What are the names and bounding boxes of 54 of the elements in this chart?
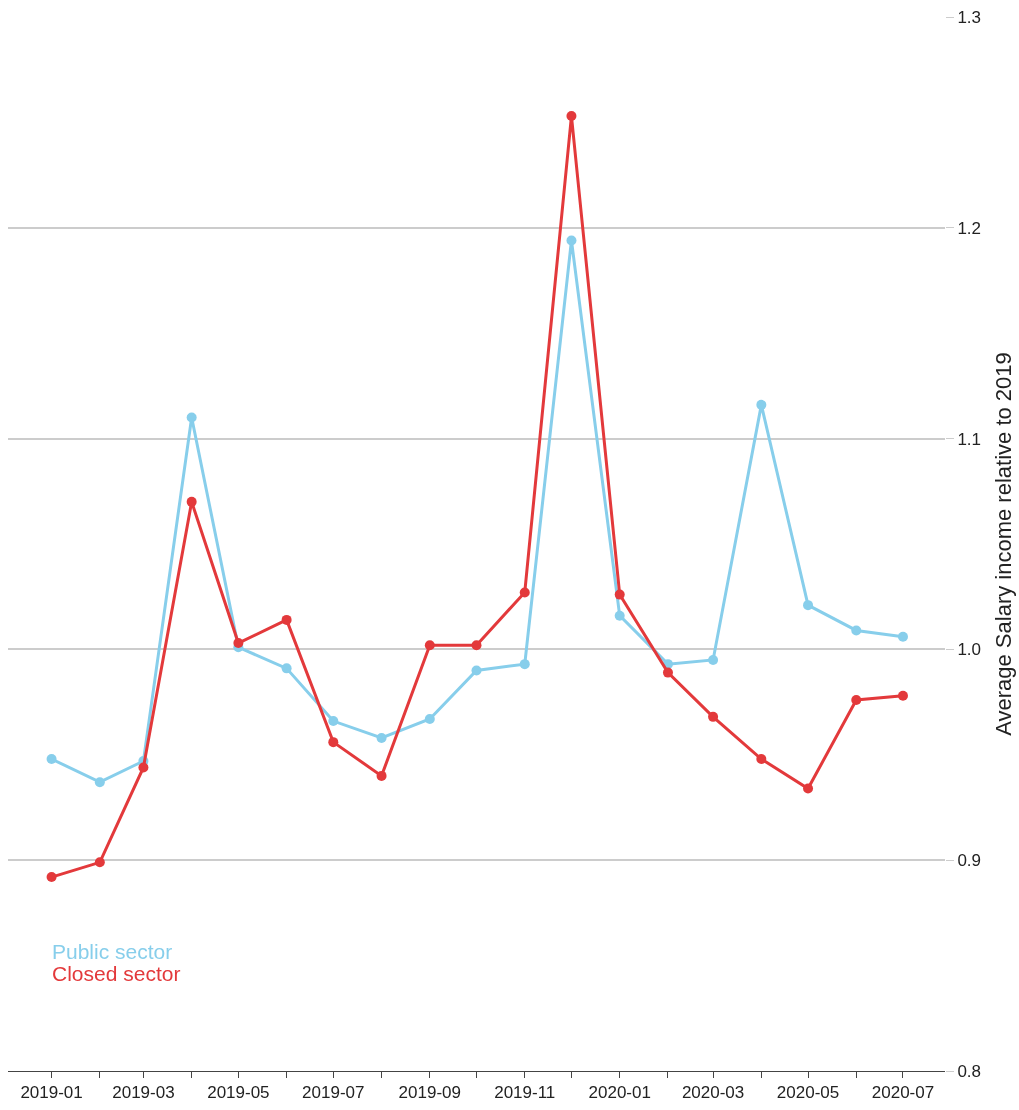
point: [328, 737, 339, 748]
point: [233, 638, 244, 649]
point: [566, 235, 577, 246]
y-axis-title: Average Salary income relative to 2019: [990, 352, 1016, 736]
point: [376, 732, 387, 743]
x-tick-label: 2019-05: [207, 1083, 270, 1103]
point: [897, 690, 908, 701]
point: [708, 711, 719, 722]
point: [46, 872, 57, 883]
point: [281, 614, 292, 625]
point: [424, 713, 435, 724]
point: [756, 399, 767, 410]
point: [851, 694, 862, 705]
x-tick-label: 2020-05: [776, 1083, 840, 1103]
y-tick-label: 1.3: [957, 7, 982, 27]
point: [186, 412, 197, 423]
point: [708, 654, 719, 665]
point: [94, 777, 105, 788]
point: [851, 625, 862, 636]
point: [756, 754, 767, 765]
point: [803, 783, 814, 794]
point: [471, 640, 482, 651]
y-tick-label: 0.8: [957, 1061, 982, 1081]
y-tick-label: 1.1: [957, 429, 982, 449]
x-tick-label: 2019-01: [20, 1083, 83, 1103]
point: [614, 589, 625, 600]
x-tick-label: 2019-03: [112, 1083, 175, 1103]
point: [376, 770, 387, 781]
point: [897, 631, 908, 642]
x-tick-label: 2019-09: [398, 1083, 462, 1103]
point: [519, 659, 530, 670]
x-tick-label: 2020-01: [588, 1083, 651, 1103]
point: [662, 667, 673, 678]
point: [186, 496, 197, 507]
point: [94, 857, 105, 868]
point: [803, 600, 814, 611]
point: [328, 716, 339, 727]
x-tick-label: 2020-03: [681, 1083, 745, 1103]
text: Public sector: [52, 940, 173, 963]
x-tick-label: 2020-07: [871, 1083, 935, 1103]
point: [46, 754, 57, 765]
point: [138, 762, 149, 773]
y-tick-label: 1.0: [957, 640, 982, 660]
point: [471, 665, 482, 676]
point: [614, 610, 625, 621]
text: Closed sector: [52, 962, 181, 985]
point: [424, 640, 435, 651]
y-tick-label: 0.9: [957, 851, 982, 871]
y-tick-label: 1.2: [957, 218, 982, 238]
point: [566, 111, 577, 122]
x-tick-label: 2019-07: [302, 1083, 365, 1103]
point: [519, 587, 530, 598]
point: [281, 663, 292, 674]
x-tick-label: 2019-11: [494, 1083, 556, 1103]
